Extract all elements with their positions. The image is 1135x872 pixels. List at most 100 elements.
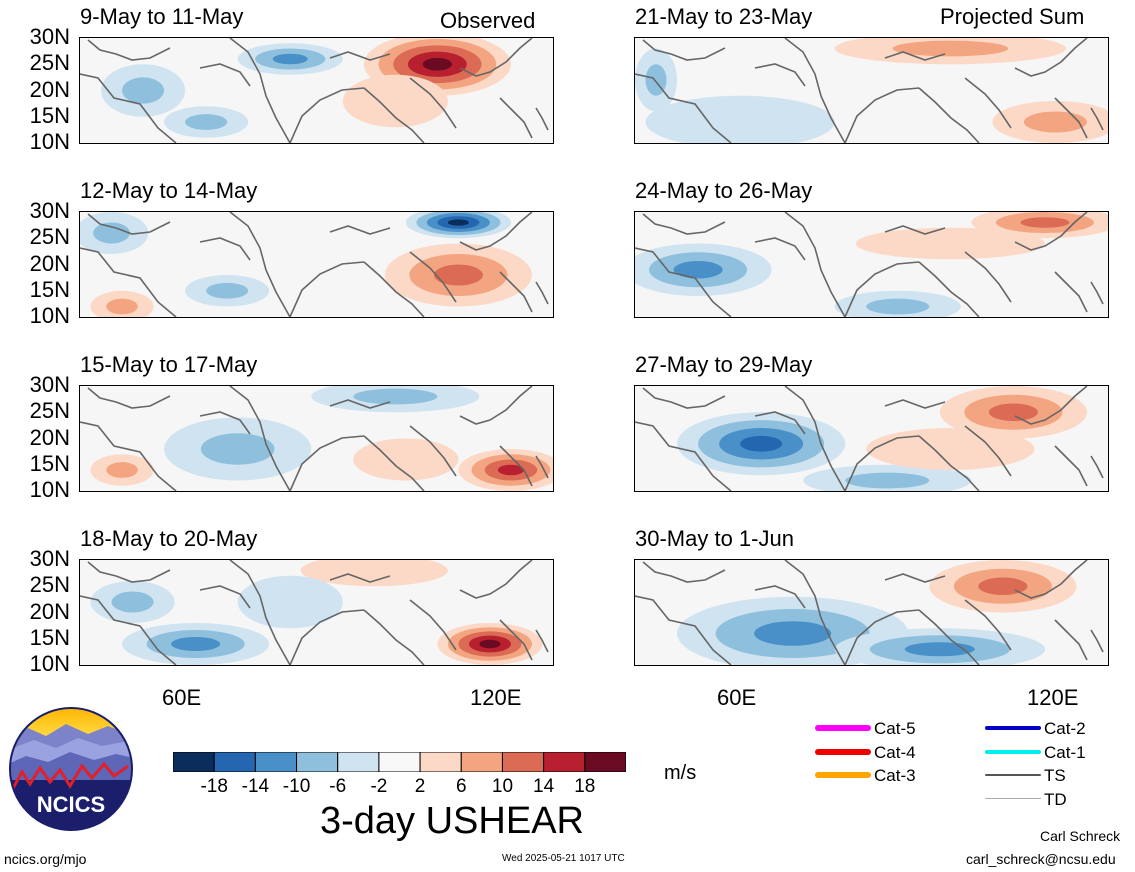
coastline xyxy=(1090,107,1104,131)
colorbar-swatch xyxy=(460,751,503,773)
lat-label: 30N xyxy=(29,372,70,397)
shear-anomaly-contour xyxy=(122,77,165,104)
shear-anomaly-contour xyxy=(1023,111,1087,133)
colorbar-tick-label: 2 xyxy=(414,776,426,797)
coastline xyxy=(459,38,533,77)
lat-label: 25N xyxy=(29,398,70,424)
colorbar-tick-label: 10 xyxy=(491,776,514,797)
panel-title: 15-May to 17-May xyxy=(80,352,258,377)
shear-anomaly-contour xyxy=(866,298,930,315)
lat-label: 15N xyxy=(29,624,70,650)
legend-line-cat-3 xyxy=(815,772,871,778)
coastline xyxy=(784,38,846,143)
shear-anomaly-contour xyxy=(479,639,501,649)
lat-label: 20N xyxy=(29,424,70,450)
lat-label: 20N xyxy=(29,598,70,624)
coastline xyxy=(844,87,920,143)
coastline xyxy=(754,237,806,261)
coastline xyxy=(363,435,425,491)
coastline xyxy=(1090,629,1104,653)
coastline xyxy=(918,261,980,317)
coastline xyxy=(784,212,846,317)
shear-anomaly-contour xyxy=(447,219,469,226)
coastline xyxy=(964,425,1012,477)
coastline xyxy=(918,609,980,665)
coastline xyxy=(329,225,391,235)
lon-label-120e-right: 120E xyxy=(1027,685,1079,710)
shear-anomaly-contour xyxy=(342,74,448,128)
coastline xyxy=(289,609,365,665)
coastline xyxy=(635,421,732,491)
shear-anomaly-contour xyxy=(497,464,525,476)
coastline xyxy=(329,51,391,61)
coastline xyxy=(1014,386,1088,425)
shear-map-panel xyxy=(634,385,1109,492)
ncics-logo: NCICS xyxy=(8,706,134,832)
coastline xyxy=(409,77,457,129)
panel-title: 21-May to 23-May xyxy=(635,4,813,29)
lat-label: 15N xyxy=(29,102,70,128)
lat-label: 10N xyxy=(29,129,70,154)
shear-map-panel xyxy=(634,211,1109,318)
colorbar-tick-label: 6 xyxy=(455,776,467,797)
legend-line-td xyxy=(985,798,1041,799)
colorbar xyxy=(172,751,627,773)
coastline xyxy=(784,560,846,665)
coastline xyxy=(199,585,251,609)
shear-anomaly-contour xyxy=(1020,217,1070,228)
shear-anomaly-contour xyxy=(740,435,783,452)
shear-map-panel xyxy=(79,385,554,492)
coastline xyxy=(754,585,806,609)
coastline xyxy=(363,261,425,317)
lat-label: 25N xyxy=(29,50,70,76)
lat-label: 25N xyxy=(29,572,70,598)
coastline xyxy=(844,435,920,491)
coastline xyxy=(642,39,726,61)
colorbar-swatch xyxy=(213,751,256,773)
coastline xyxy=(289,87,365,143)
coastline xyxy=(87,387,171,409)
shear-anomaly-contour xyxy=(106,462,138,478)
lat-label: 30N xyxy=(29,546,70,571)
lat-label: 30N xyxy=(29,24,70,49)
lon-label-120e-left: 120E xyxy=(470,685,522,710)
coastline xyxy=(1054,445,1088,487)
colorbar-swatch xyxy=(543,751,586,773)
coastline xyxy=(409,599,457,651)
lat-label: 10N xyxy=(29,477,70,502)
coastline xyxy=(199,63,251,87)
legend-label-td: TD xyxy=(1044,789,1067,809)
panel-title: 27-May to 29-May xyxy=(635,352,813,377)
shear-map-panel xyxy=(79,559,554,666)
shear-anomaly-contour xyxy=(237,575,343,629)
lat-label: 10N xyxy=(29,651,70,676)
coastline xyxy=(329,573,391,583)
footer-url: ncics.org/mjo xyxy=(4,851,87,867)
shear-anomaly-contour xyxy=(754,621,832,646)
colorbar-tick-label: -10 xyxy=(282,776,311,797)
coastline xyxy=(409,425,457,477)
coastline xyxy=(642,561,726,583)
coastline xyxy=(784,386,846,491)
footer-timestamp: Wed 2025-05-21 1017 UTC xyxy=(502,853,625,864)
coastline xyxy=(1014,38,1088,77)
coastline xyxy=(87,213,171,235)
coastline xyxy=(80,73,177,143)
shear-anomaly-contour xyxy=(673,261,723,279)
coastline xyxy=(80,595,177,665)
panel-title: 18-May to 20-May xyxy=(80,526,258,551)
colorbar-units: m/s xyxy=(664,762,697,784)
shear-anomaly-contour xyxy=(892,40,1009,57)
coastline xyxy=(229,386,291,491)
coastline xyxy=(1090,455,1104,479)
legend-line-cat-4 xyxy=(815,748,871,755)
coastline xyxy=(363,609,425,665)
coastline xyxy=(363,87,425,143)
coastline xyxy=(964,599,1012,651)
lat-label: 10N xyxy=(29,303,70,328)
panel-title: 12-May to 14-May xyxy=(80,178,258,203)
colorbar-title: 3-day USHEAR xyxy=(320,800,584,842)
shear-anomaly-contour xyxy=(645,95,835,143)
coastline xyxy=(535,455,549,479)
shear-anomaly-contour xyxy=(422,57,453,71)
